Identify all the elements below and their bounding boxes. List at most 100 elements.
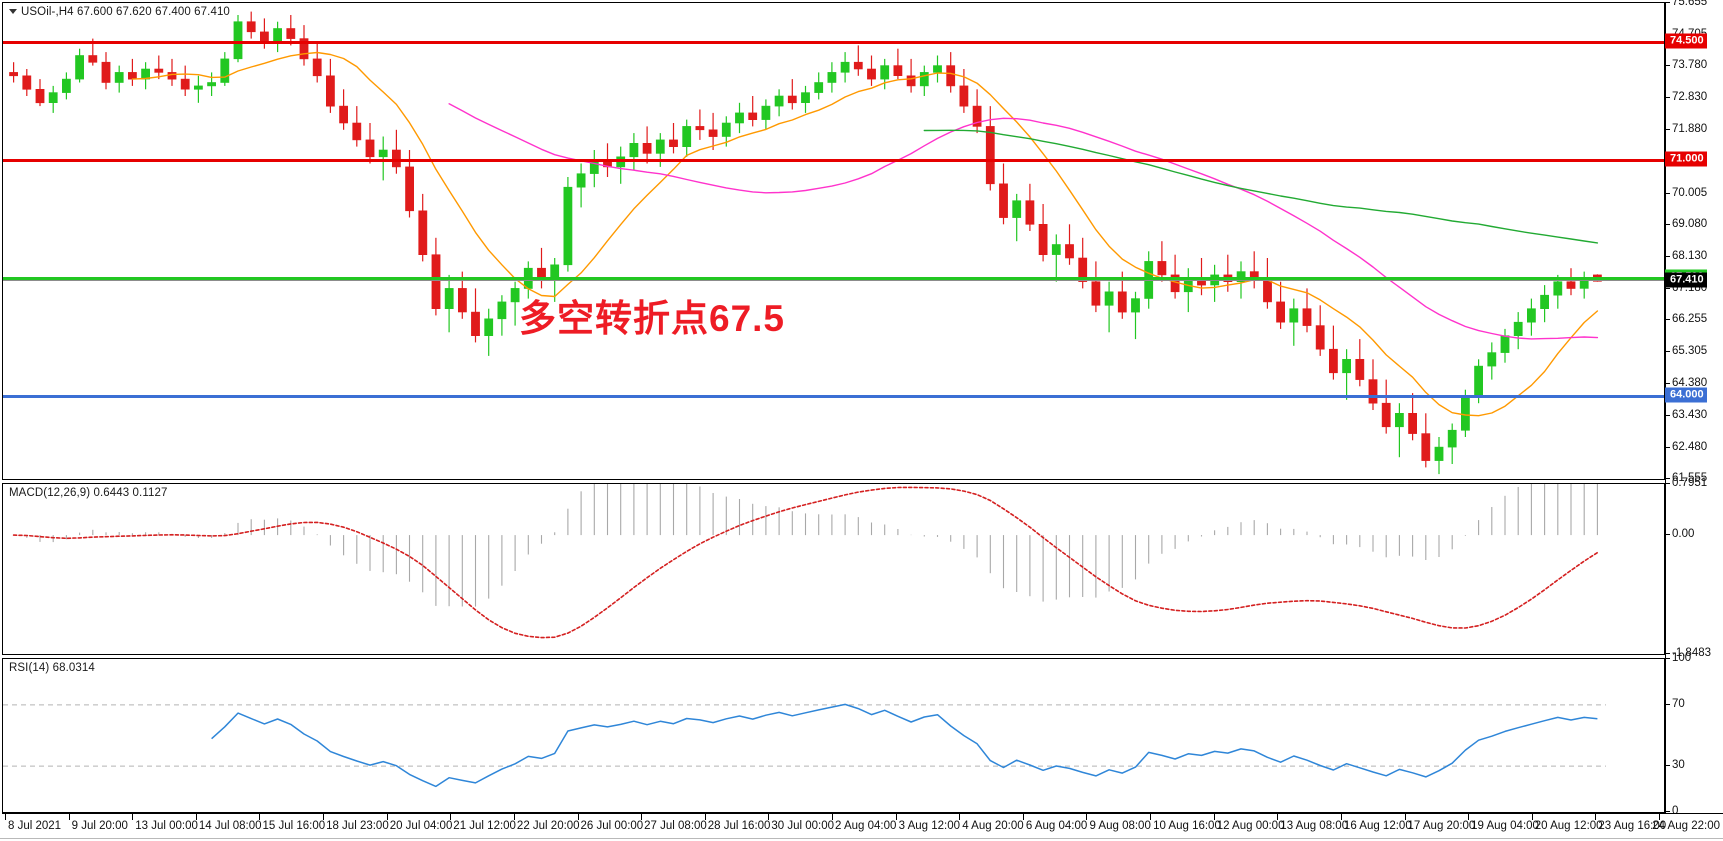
price-tick — [1665, 446, 1670, 448]
macd-panel[interactable]: MACD(12,26,9) 0.6443 0.1127 — [2, 483, 1665, 655]
time-tick — [1659, 814, 1660, 820]
price-flag-74500[interactable]: 74.500 — [1665, 33, 1707, 49]
price-tick — [1665, 97, 1670, 99]
time-tick — [1086, 814, 1088, 820]
time-tick-label: 19 Aug 04:00 — [1471, 820, 1539, 832]
time-tick-label: 14 Jul 08:00 — [198, 820, 262, 832]
macd-histogram — [26, 484, 1598, 607]
rsi-canvas — [3, 703, 1606, 788]
last-price-line — [3, 280, 1664, 282]
price-scale[interactable]: 75.65574.70573.78072.83071.88070.93070.0… — [1665, 0, 1723, 817]
price-flag-64000[interactable]: 64.000 — [1665, 387, 1707, 403]
time-tick-label: 27 Jul 08:00 — [644, 820, 707, 832]
rsi-panel-label: RSI(14) 68.0314 — [9, 662, 95, 674]
time-tick — [68, 814, 70, 820]
triangle-down-icon[interactable] — [9, 9, 17, 14]
time-tick-label: 13 Aug 08:00 — [1280, 820, 1349, 832]
rsi-line — [211, 703, 1598, 788]
time-tick — [832, 814, 833, 820]
time-tick — [1022, 814, 1024, 820]
time-tick-label: 3 Aug 12:00 — [898, 820, 961, 832]
rsi-tick-label: 70 — [1672, 697, 1685, 710]
time-tick — [259, 814, 261, 820]
rsi-tick-label: 100 — [1672, 652, 1692, 664]
price-tick-label: 64.380 — [1672, 376, 1708, 389]
price-panel-label: USOil-,H4 67.600 67.620 67.400 67.410 — [9, 6, 230, 18]
rsi-tick — [1665, 703, 1670, 705]
ma-slow-line — [923, 129, 1599, 244]
time-tick-label: 28 Jul 16:00 — [707, 820, 771, 832]
macd-tick-label: 0.7951 — [1672, 477, 1708, 489]
macd-canvas — [12, 484, 1599, 639]
time-tick-label: 4 Aug 20:00 — [962, 820, 1024, 832]
time-tick-label: 12 Aug 00:00 — [1216, 820, 1285, 832]
price-chart-panel[interactable]: USOil-,H4 67.600 67.620 67.400 67.410 — [2, 2, 1665, 480]
time-tick-label: 17 Aug 20:00 — [1407, 820, 1476, 832]
time-tick — [5, 814, 6, 820]
macd-tick — [1665, 653, 1670, 654]
time-tick — [513, 814, 515, 820]
price-tick-label: 71.880 — [1672, 123, 1708, 136]
time-tick — [1277, 814, 1279, 820]
symbol-ohlc-text: USOil-,H4 67.600 67.620 67.400 67.410 — [21, 6, 230, 18]
pivot-line-67500[interactable] — [3, 277, 1664, 281]
time-tick-label: 22 Jul 20:00 — [516, 820, 580, 832]
time-tick — [1213, 814, 1215, 820]
time-tick — [1595, 814, 1597, 820]
price-tick — [1665, 414, 1670, 416]
ma-fast-line — [131, 51, 1599, 417]
price-tick-label: 72.830 — [1672, 91, 1708, 104]
price-tick — [1665, 478, 1670, 479]
time-tick — [1468, 814, 1470, 820]
rsi-tick — [1665, 765, 1670, 767]
time-tick-label: 2 Aug 04:00 — [835, 820, 897, 832]
time-scale[interactable]: 8 Jul 2021 9 Jul 20:00 13 Jul 00:00 14 Jul … — [2, 813, 1723, 841]
price-tick — [1665, 65, 1670, 67]
macd-tick-label: -1.8483 — [1672, 647, 1712, 659]
time-tick-label: 13 Jul 00:00 — [135, 820, 198, 832]
time-tick-label: 30 Jul 00:00 — [771, 820, 835, 832]
time-tick-label: 15 Jul 16:00 — [262, 820, 326, 832]
time-tick-label: 18 Jul 23:00 — [326, 820, 389, 832]
rsi-tick-label: 0 — [1672, 805, 1679, 817]
time-tick-label: 20 Jul 04:00 — [389, 820, 453, 832]
time-tick — [768, 814, 770, 820]
price-tick — [1665, 288, 1670, 290]
time-tick — [577, 814, 579, 820]
time-tick — [895, 814, 897, 820]
macd-tick — [1665, 534, 1670, 536]
price-tick-label: 65.305 — [1672, 345, 1708, 358]
time-tick — [1340, 814, 1342, 820]
time-tick — [959, 814, 961, 820]
price-tick-label: 75.655 — [1672, 0, 1708, 8]
price-flag-71000[interactable]: 71.000 — [1665, 151, 1707, 167]
time-tick — [132, 814, 134, 820]
macd-signal-line — [12, 486, 1599, 639]
time-tick-label: 26 Jul 00:00 — [580, 820, 644, 832]
support-line-64000[interactable] — [3, 395, 1664, 399]
price-tick — [1665, 319, 1670, 321]
time-tick-label: 6 Aug 04:00 — [1025, 820, 1088, 832]
ma-mid-line — [448, 103, 1599, 340]
time-tick-label: 16 Aug 12:00 — [1343, 820, 1412, 832]
resistance-line-71000[interactable] — [3, 159, 1664, 163]
time-tick-label: 9 Aug 08:00 — [1089, 820, 1151, 832]
time-tick — [195, 814, 197, 820]
time-tick — [704, 814, 706, 820]
price-tick — [1665, 382, 1670, 384]
rsi-tick — [1665, 811, 1670, 812]
rsi-panel[interactable]: RSI(14) 68.0314 — [2, 658, 1665, 813]
price-tick-label: 63.430 — [1672, 408, 1708, 421]
macd-panel-label: MACD(12,26,9) 0.6443 0.1127 — [9, 487, 168, 499]
price-tick-label: 69.080 — [1672, 217, 1708, 230]
price-tick-label: 68.130 — [1672, 250, 1708, 263]
resistance-line-74500[interactable] — [3, 40, 1664, 44]
price-tick-label: 62.480 — [1672, 440, 1708, 453]
chart-annotation-text: 多空转折点67.5 — [519, 298, 786, 339]
window-bottom-rule — [0, 838, 1723, 839]
time-tick-label: 9 Jul 20:00 — [71, 820, 128, 832]
time-tick-label: 21 Jul 12:00 — [453, 820, 516, 832]
price-tick — [1665, 129, 1670, 131]
price-flag-67410[interactable]: 67.410 — [1665, 272, 1707, 288]
